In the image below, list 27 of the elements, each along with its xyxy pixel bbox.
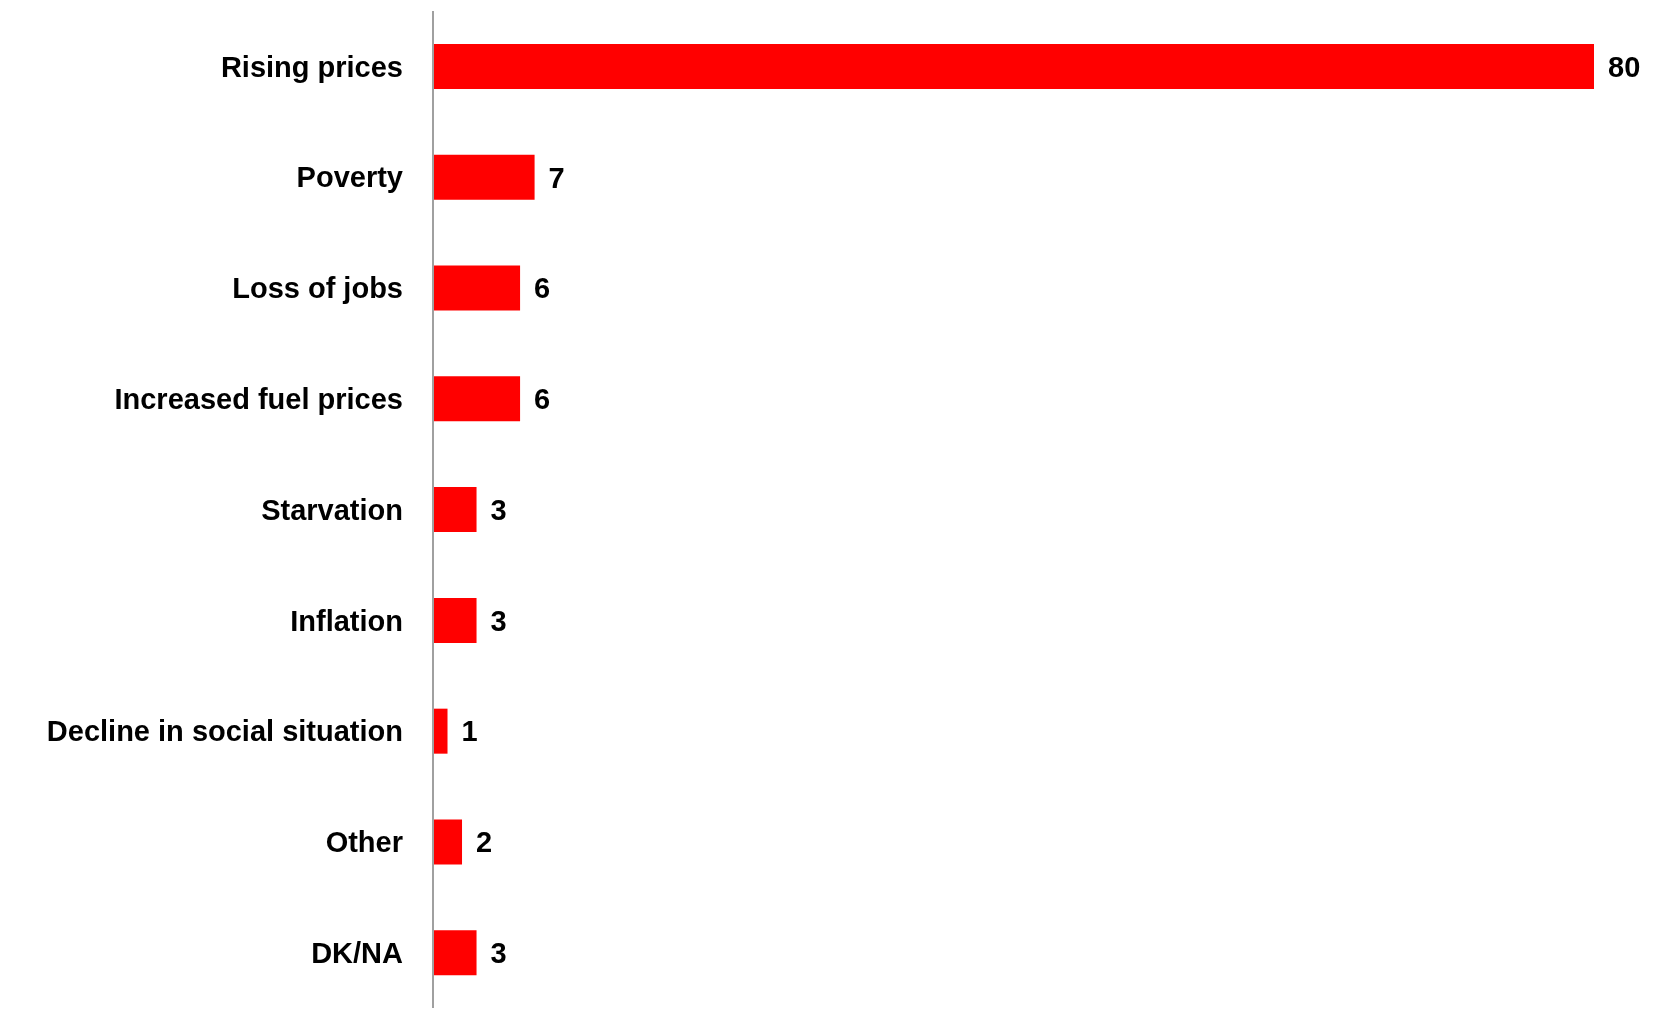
y-tick-label: Decline in social situation [46, 715, 403, 748]
data-label: 1 [461, 715, 478, 748]
data-label: 7 [548, 161, 565, 194]
y-tick-label: DK/NA [311, 936, 404, 969]
data-label: 80 [1608, 50, 1641, 83]
y-tick-label: Rising prices [220, 50, 403, 83]
bar [433, 265, 521, 311]
bar [433, 487, 477, 533]
bar [433, 819, 463, 865]
bar [433, 44, 1594, 89]
y-tick-label: Inflation [290, 604, 403, 637]
data-label: 6 [534, 383, 551, 416]
bar [433, 930, 477, 976]
bar [433, 154, 535, 200]
data-label: 3 [490, 604, 507, 637]
bar [433, 376, 521, 422]
data-label: 3 [490, 493, 507, 526]
data-label: 3 [490, 937, 507, 970]
y-tick-label: Starvation [261, 493, 403, 526]
bar [433, 597, 477, 643]
data-label: 2 [476, 826, 493, 859]
y-tick-label: Increased fuel prices [114, 383, 403, 416]
bar [433, 708, 448, 754]
y-tick-label: Poverty [296, 161, 403, 194]
y-tick-label: Loss of jobs [232, 272, 403, 305]
data-label: 6 [534, 272, 551, 305]
y-tick-label: Other [325, 826, 403, 859]
